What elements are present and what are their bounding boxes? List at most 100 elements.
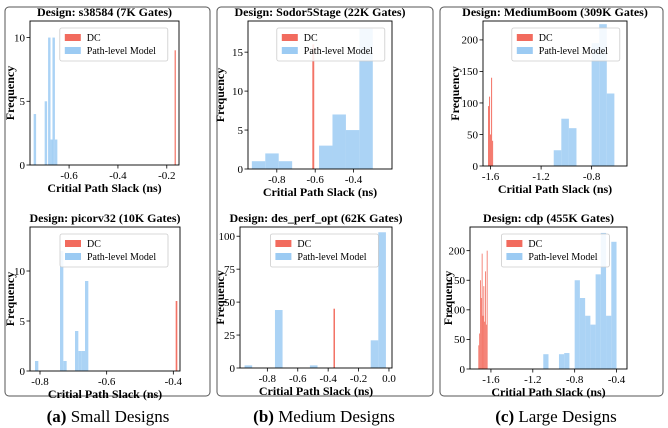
x-tick-label: -1.2 bbox=[532, 171, 549, 183]
axes-frame bbox=[247, 20, 393, 170]
x-tick-label: -0.4 bbox=[319, 373, 337, 385]
y-axis-label: Frequency bbox=[213, 270, 227, 324]
model-bar-0 bbox=[244, 365, 253, 368]
dc-bar-7 bbox=[484, 321, 486, 369]
y-tick-label: 75 bbox=[224, 264, 236, 276]
caption-large-text: Large Designs bbox=[518, 407, 616, 426]
model-bar-0 bbox=[33, 114, 37, 165]
bars bbox=[35, 251, 178, 371]
x-tick-label: -0.4 bbox=[165, 376, 183, 388]
x-axis-label: Critial Path Slack (ns) bbox=[259, 384, 373, 398]
chart-title: Design: MediumBoom (309K Gates) bbox=[462, 5, 648, 19]
legend-box bbox=[511, 27, 621, 62]
legend-swatch bbox=[516, 47, 533, 54]
y-tick-label: 0 bbox=[238, 164, 244, 176]
histogram-4: -0.8 -0.6 -0.4 -0.2 0.0 0 25 50 75 100 Design: des… bbox=[213, 211, 402, 398]
dc-bar-2 bbox=[480, 280, 481, 369]
model-bar-0 bbox=[251, 161, 266, 169]
model-bar-1 bbox=[561, 118, 569, 166]
legend-swatch bbox=[65, 253, 81, 260]
dc-bar-0 bbox=[174, 50, 176, 165]
dc-bar-6 bbox=[483, 286, 485, 369]
model-bar-2 bbox=[564, 353, 570, 369]
panel-box-large bbox=[439, 6, 664, 397]
model-bar-1 bbox=[558, 354, 565, 369]
model-bar-4 bbox=[78, 351, 82, 371]
bars bbox=[488, 24, 615, 166]
x-tick-label: -0.8 bbox=[31, 376, 49, 388]
y-tick-label: 100 bbox=[219, 231, 236, 243]
y-axis-label: Frequency bbox=[441, 271, 455, 325]
x-tick-label: -0.8 bbox=[259, 373, 277, 385]
model-bar-7 bbox=[595, 274, 601, 369]
dc-bar-3 bbox=[491, 77, 493, 166]
panel-box-medium bbox=[216, 6, 434, 397]
model-bar-2 bbox=[278, 161, 293, 169]
dc-bar-2 bbox=[490, 134, 492, 166]
legend-label: Path-level Model bbox=[528, 252, 597, 263]
x-axis-label: Critial Path Slack (ns) bbox=[498, 182, 612, 196]
model-bar-5 bbox=[345, 130, 360, 169]
dc-bar-10 bbox=[486, 250, 488, 369]
x-tick-label: -0.4 bbox=[608, 374, 626, 386]
panel-box-small bbox=[4, 6, 211, 397]
legend: DC Path-level Model bbox=[59, 27, 169, 62]
legend-box bbox=[59, 27, 169, 62]
legend-swatch bbox=[64, 34, 81, 41]
x-tick-label: -0.4 bbox=[109, 170, 127, 182]
model-bar-0 bbox=[553, 150, 562, 166]
dc-bar-4 bbox=[481, 253, 483, 369]
model-bar-3 bbox=[574, 280, 580, 369]
model-bar-9 bbox=[606, 315, 612, 369]
bars bbox=[244, 232, 386, 368]
model-bar-3 bbox=[370, 340, 379, 368]
histogram-2: -0.8 -0.6 -0.4 0 5 10 Design: picorv32 (10K Ga… bbox=[3, 211, 183, 401]
x-tick-label: -0.6 bbox=[60, 170, 78, 182]
x-tick-label: -0.8 bbox=[566, 374, 584, 386]
histogram-1: -0.6 -0.4 -0.2 0 5 10 Design: s38584 (7K Gates… bbox=[3, 5, 180, 195]
model-bar-6 bbox=[359, 28, 373, 169]
y-tick-label: 15 bbox=[232, 47, 244, 59]
legend-swatch bbox=[506, 253, 523, 260]
axes-frame bbox=[29, 20, 180, 166]
model-bar-1 bbox=[274, 310, 283, 368]
histogram-6: -1.6 -1.2 -0.8 -0.4 0 50 100 150 200 Design: cdp … bbox=[441, 211, 628, 399]
y-tick-label: 0 bbox=[20, 366, 26, 378]
y-tick-label: 0 bbox=[460, 364, 466, 376]
chart-title: Design: cdp (455K Gates) bbox=[483, 211, 614, 225]
y-tick-label: 10 bbox=[14, 32, 26, 44]
legend-box bbox=[59, 233, 169, 268]
caption-small: (a) Small Designs bbox=[47, 407, 170, 426]
histogram-3: -0.8 -0.6 -0.4 0 5 10 15 Design: Sodor5Stage (2… bbox=[213, 5, 406, 199]
y-tick-label: 0 bbox=[473, 161, 479, 173]
dc-bar-8 bbox=[485, 271, 486, 369]
dc-bar-0 bbox=[312, 44, 315, 169]
axes-frame bbox=[239, 226, 393, 369]
model-bar-3 bbox=[75, 331, 79, 371]
axes-frame bbox=[29, 226, 181, 372]
dc-bar-1 bbox=[489, 96, 491, 166]
y-axis-label: Frequency bbox=[3, 272, 17, 326]
x-axis-label: Critial Path Slack (ns) bbox=[491, 385, 605, 399]
dc-bar-0 bbox=[488, 106, 490, 166]
y-tick-label: 10 bbox=[14, 266, 26, 278]
bars bbox=[33, 37, 176, 165]
legend-label: DC bbox=[539, 33, 553, 44]
x-axis-label: Critial Path Slack (ns) bbox=[263, 185, 377, 199]
y-tick-label: 100 bbox=[449, 305, 466, 317]
dc-bar-0 bbox=[175, 301, 178, 371]
model-bar-8 bbox=[600, 232, 607, 369]
bars bbox=[251, 28, 373, 169]
model-bar-0 bbox=[35, 361, 39, 371]
dc-bar-9 bbox=[485, 324, 487, 369]
y-tick-label: 50 bbox=[467, 129, 479, 141]
x-tick-label: -0.8 bbox=[268, 174, 286, 186]
captions-layer: (a) Small Designs (b) Medium Designs (c)… bbox=[47, 407, 617, 426]
legend-label: Path-level Model bbox=[87, 252, 156, 263]
legend-label: DC bbox=[87, 239, 101, 250]
histogram-5: -1.6 -1.2 -0.8 0 50 100 150 200 Design: MediumBo… bbox=[448, 5, 648, 196]
dc-bar-1 bbox=[479, 333, 481, 369]
model-bar-4 bbox=[579, 298, 586, 369]
y-tick-label: 150 bbox=[449, 275, 466, 287]
chart-title: Design: Sodor5Stage (22K Gates) bbox=[235, 5, 406, 19]
